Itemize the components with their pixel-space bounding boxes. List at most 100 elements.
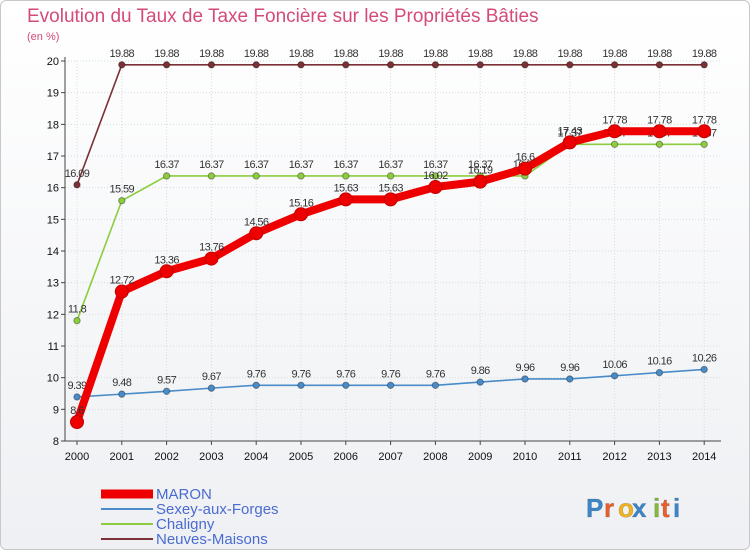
x-tick-label: 2012 — [602, 451, 626, 463]
data-label: 16.37 — [154, 159, 179, 171]
data-label: 11.8 — [68, 304, 87, 316]
data-label: 17.78 — [692, 114, 717, 126]
data-label: 16.19 — [468, 165, 493, 177]
data-point — [562, 135, 577, 150]
data-label: 9.57 — [157, 374, 176, 386]
data-point — [473, 174, 488, 189]
legend-label: Chaligny — [156, 516, 215, 533]
data-label: 19.88 — [244, 48, 269, 60]
logo-letter: P — [586, 493, 603, 523]
data-label: 13.76 — [199, 242, 224, 254]
data-point — [386, 61, 395, 69]
data-point — [610, 140, 619, 148]
data-point — [118, 61, 126, 69]
data-point — [338, 192, 353, 207]
data-point — [207, 172, 216, 180]
data-point — [73, 181, 81, 189]
legend-item: MARON — [101, 486, 212, 503]
data-point — [252, 381, 260, 389]
data-label: 10.16 — [647, 356, 672, 368]
x-tick-label: 2014 — [692, 451, 716, 463]
x-tick-label: 2004 — [244, 451, 268, 463]
x-tick-label: 2007 — [378, 451, 402, 463]
data-point — [476, 61, 484, 69]
data-label: 9.76 — [291, 368, 310, 380]
data-label: 15.59 — [110, 184, 135, 196]
data-point — [204, 251, 219, 266]
data-label: 9.67 — [202, 371, 221, 383]
logo-letter: r — [604, 493, 614, 523]
data-point — [566, 375, 574, 383]
data-point — [114, 284, 129, 299]
data-point — [655, 368, 664, 377]
y-tick-label: 10 — [47, 373, 59, 385]
data-point — [386, 381, 395, 389]
y-tick-label: 16 — [47, 183, 59, 195]
data-point — [655, 140, 664, 148]
data-label: 17.78 — [602, 114, 627, 126]
data-label: 9.76 — [381, 368, 400, 380]
data-point — [607, 124, 622, 139]
data-point — [70, 415, 84, 429]
data-point — [342, 381, 350, 389]
data-label: 16.02 — [423, 170, 448, 182]
x-tick-label: 2010 — [513, 451, 537, 463]
data-label: 16.37 — [468, 159, 493, 171]
data-point — [162, 172, 171, 180]
data-point — [162, 387, 171, 395]
data-point — [294, 207, 308, 222]
series-neuves-maisons: 16.09 19.88 19.88 19.88 19.88 19.88 19.88 19.88… — [65, 48, 718, 189]
data-label: 9.76 — [426, 368, 445, 380]
data-label: 10.26 — [692, 352, 717, 364]
series-sexey-aux-forges: 9.39 9.48 9.57 9.67 9.76 9.76 9.76 9.76 9.76 9.86… — [67, 352, 718, 401]
y-tick-label: 15 — [47, 214, 59, 226]
data-point — [252, 172, 260, 180]
data-label: 16.37 — [289, 159, 314, 171]
data-point — [610, 372, 619, 380]
data-point — [73, 316, 81, 325]
logo-letter: x — [632, 493, 647, 523]
data-point — [655, 61, 664, 69]
x-tick-label: 2001 — [110, 451, 134, 463]
data-label: 19.88 — [647, 48, 672, 60]
axes: 8 9 10 11 12 13 14 15 16 17 18 19 20 2000 2001 2002 2003… — [47, 56, 721, 463]
data-label: 15.63 — [334, 182, 359, 194]
data-point — [431, 172, 440, 180]
data-label: 19.88 — [558, 48, 583, 60]
data-label: 19.88 — [378, 48, 403, 60]
data-label: 9.86 — [471, 365, 490, 377]
logo-letter: i — [653, 493, 660, 523]
data-point — [428, 180, 443, 195]
chart-title: Evolution du Taux de Taxe Foncière sur l… — [27, 6, 539, 27]
data-label: 19.88 — [423, 48, 448, 60]
series-maron: 8.6 12.72 13.36 13.76 14.56 15.16 15.63 15.63 16… — [70, 114, 718, 429]
data-point — [297, 381, 305, 389]
data-point — [159, 264, 174, 279]
data-label: 9.96 — [515, 362, 534, 374]
series-group: 16.09 19.88 19.88 19.88 19.88 19.88 19.88 19.88… — [65, 48, 718, 429]
data-point — [118, 196, 126, 205]
logo-letter: t — [661, 493, 670, 523]
data-point — [700, 140, 708, 148]
data-label: 19.88 — [334, 48, 359, 60]
data-point — [383, 192, 398, 207]
data-point — [700, 61, 708, 69]
data-point — [700, 365, 708, 374]
data-point — [118, 390, 126, 398]
data-label: 19.88 — [289, 48, 314, 60]
data-label: 13.36 — [154, 254, 179, 266]
legend-item: Chaligny — [101, 516, 215, 533]
data-point — [342, 172, 350, 180]
x-tick-label: 2011 — [558, 451, 582, 463]
data-label: 10.06 — [602, 359, 627, 371]
y-tick-label: 13 — [47, 278, 59, 290]
y-tick-label: 18 — [47, 119, 59, 131]
legend-label: Sexey-aux-Forges — [156, 501, 279, 518]
y-tick-label: 17 — [47, 151, 59, 163]
data-label: 15.16 — [289, 197, 314, 209]
chart-subtitle: (en %) — [27, 31, 59, 43]
data-label: 19.88 — [602, 48, 627, 60]
data-point — [207, 384, 216, 392]
